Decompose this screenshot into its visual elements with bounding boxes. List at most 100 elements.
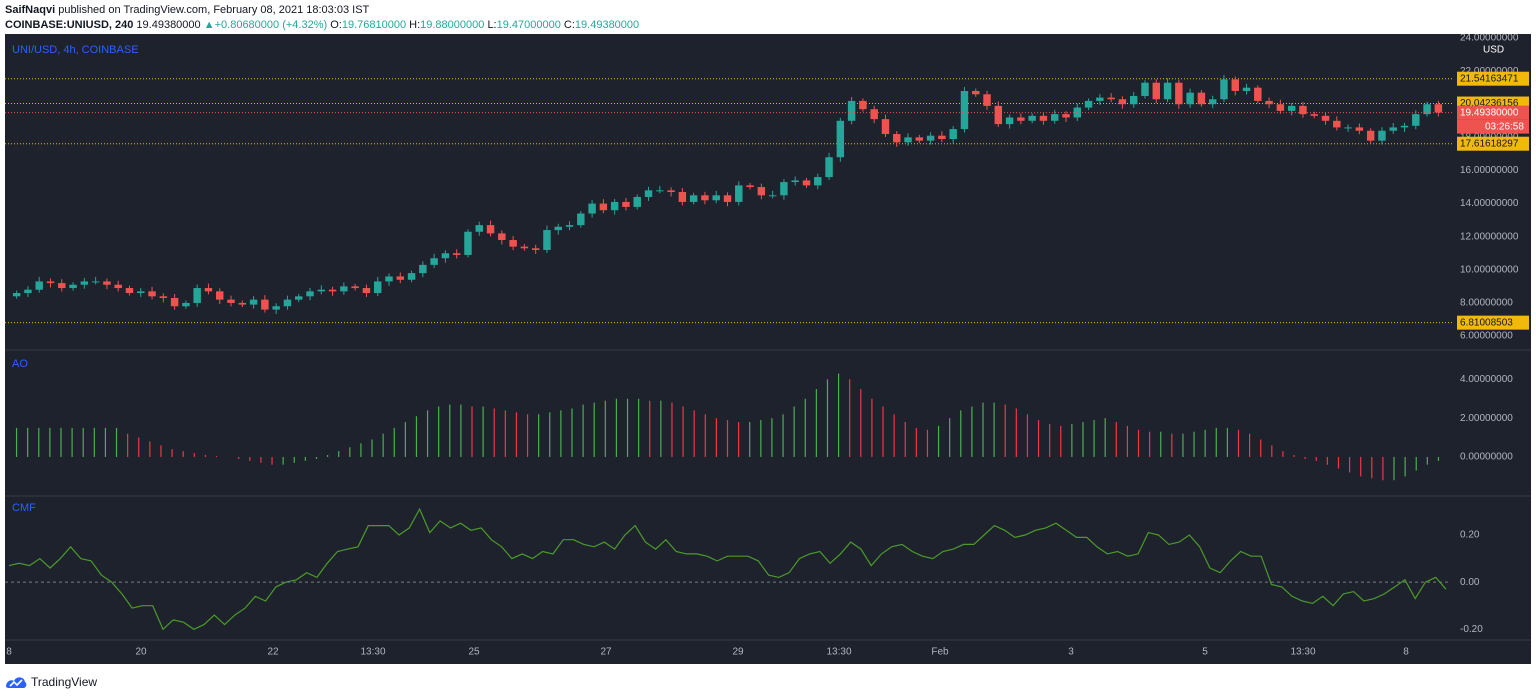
candle-body	[69, 284, 77, 289]
high-label: H:	[409, 19, 421, 31]
time-axis-tick: 29	[732, 647, 744, 658]
cmf-pane-title: CMF	[12, 502, 36, 514]
candle-body	[1423, 104, 1431, 115]
candle-body	[362, 288, 371, 294]
candle-body	[419, 264, 427, 274]
candle-body	[486, 225, 495, 234]
chart-canvas[interactable]: 6.00000000 8.00000000 10.00000000 12.000000…	[5, 34, 1531, 664]
candle-body	[802, 180, 811, 186]
candle-body	[148, 291, 156, 297]
price-pane-title: UNI/USD, 4h, COINBASE	[12, 44, 139, 56]
open-value: 19.76810000	[341, 19, 407, 31]
cmf-axis-tick: 0.20	[1460, 530, 1480, 541]
high-value: 19.88000000	[420, 19, 485, 31]
author-name[interactable]: SaifNaqvi	[5, 4, 56, 16]
candle-body	[904, 137, 912, 143]
ao-axis-tick: 0.00000000	[1460, 452, 1513, 463]
price-axis-tick: 6.00000000	[1460, 331, 1513, 342]
candle-body	[757, 187, 766, 196]
price-axis-tick: 16.00000000	[1460, 165, 1519, 176]
tradingview-logo-icon	[6, 677, 27, 688]
candle-body	[1242, 87, 1251, 91]
candle-body	[847, 100, 856, 121]
candle-body	[193, 288, 201, 303]
candle-body	[610, 201, 619, 211]
candle-body	[1073, 107, 1082, 118]
candle-body	[249, 299, 258, 305]
candle-body	[35, 281, 43, 290]
candle-body	[498, 233, 506, 241]
candle-body	[599, 203, 608, 211]
time-axis-tick: 8	[6, 647, 12, 658]
candle-body	[407, 273, 416, 280]
change-label: +0.80680000 (+4.32%)	[214, 19, 328, 31]
candle-body	[1107, 97, 1115, 100]
candle-body	[1028, 115, 1036, 121]
candle-body	[1039, 115, 1048, 121]
countdown-label-bg	[1457, 119, 1529, 134]
candle-body	[12, 293, 21, 297]
candle-body	[91, 281, 100, 283]
candle-body	[1276, 104, 1285, 111]
candle-body	[1175, 82, 1183, 105]
candle-body	[464, 231, 472, 255]
candle-body	[678, 192, 687, 202]
time-axis-tick: 22	[267, 647, 279, 658]
symbol-label: COINBASE:UNIUSD, 240	[5, 19, 134, 31]
candle-body	[554, 226, 562, 231]
time-axis-tick: 13:30	[826, 647, 851, 658]
candle-body	[1412, 114, 1420, 126]
level-label-bg	[1457, 315, 1529, 330]
candle-body	[1333, 120, 1341, 128]
price-axis-tick: 24.00000000	[1460, 34, 1519, 44]
cmf-axis-tick: 0.00	[1460, 577, 1480, 588]
time-axis-tick: 3	[1068, 647, 1074, 658]
up-arrow-icon: ▲	[203, 19, 215, 31]
candle-body	[780, 182, 788, 196]
candle-body	[272, 306, 280, 310]
candle-body	[283, 299, 292, 307]
candle-body	[1186, 92, 1194, 105]
candle-body	[938, 135, 946, 140]
time-axis-tick: 27	[600, 647, 612, 658]
publish-line: SaifNaqvi published on TradingView.com, …	[5, 3, 1525, 17]
candle-body	[1287, 105, 1296, 111]
candle-body	[396, 276, 405, 280]
candle-body	[441, 253, 450, 259]
candle-body	[1118, 99, 1127, 105]
candle-body	[80, 281, 89, 285]
candle-body	[622, 201, 630, 207]
cmf-axis-tick: -0.20	[1460, 624, 1483, 635]
candle-body	[520, 246, 529, 249]
currency-label: USD	[1483, 45, 1504, 56]
time-axis-tick: 20	[135, 647, 147, 658]
candle-body	[385, 276, 393, 282]
candle-body	[261, 299, 269, 310]
candle-body	[1389, 127, 1397, 131]
candle-body	[1129, 95, 1138, 105]
candle-body	[960, 90, 969, 130]
candle-body	[1254, 87, 1262, 101]
candle-body	[994, 105, 1003, 125]
candle-body	[1344, 127, 1352, 129]
time-axis-tick: 5	[1202, 647, 1208, 658]
publish-info: published on TradingView.com, February 0…	[58, 4, 370, 16]
candle-body	[1017, 117, 1025, 121]
candle-body	[656, 190, 664, 192]
time-axis-tick: 13:30	[360, 647, 385, 658]
candle-body	[1265, 100, 1273, 105]
candle-body	[340, 286, 348, 292]
candle-body	[170, 297, 179, 307]
tradingview-brand[interactable]: TradingView	[31, 675, 98, 689]
candle-body	[1366, 130, 1375, 141]
candle-body	[125, 288, 134, 294]
open-label: O:	[330, 19, 342, 31]
candle-body	[46, 281, 55, 284]
time-axis-tick: Feb	[931, 647, 949, 658]
close-label: C:	[563, 19, 575, 31]
chart-background	[5, 34, 1531, 664]
candle-body	[204, 288, 213, 292]
candle-body	[893, 134, 901, 143]
candle-body	[972, 90, 980, 95]
candle-body	[295, 296, 303, 300]
